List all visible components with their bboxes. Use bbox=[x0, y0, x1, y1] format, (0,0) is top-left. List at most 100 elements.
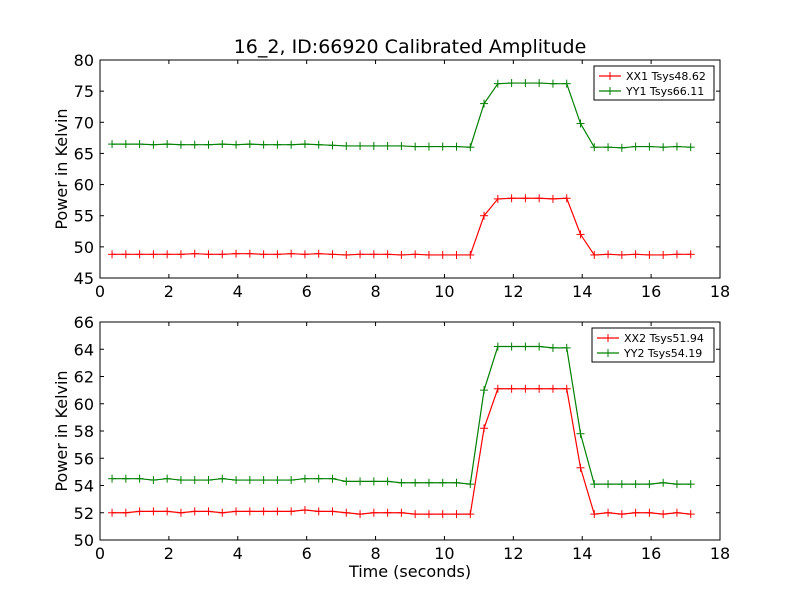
data-point bbox=[273, 507, 282, 516]
data-point bbox=[424, 510, 433, 519]
data-point bbox=[397, 508, 406, 517]
legend-box bbox=[593, 65, 715, 101]
series-yy1 bbox=[108, 79, 695, 152]
data-point bbox=[411, 510, 420, 519]
data-point bbox=[121, 474, 130, 483]
data-point bbox=[259, 476, 268, 485]
data-point bbox=[108, 508, 117, 517]
data-point bbox=[300, 250, 309, 259]
data-point bbox=[383, 250, 392, 259]
legend-item: XX2 Tsys51.94 bbox=[597, 332, 704, 345]
data-point bbox=[314, 140, 323, 149]
x-tick-label: 14 bbox=[572, 544, 592, 563]
data-point bbox=[232, 476, 241, 485]
data-point bbox=[438, 142, 447, 151]
data-point bbox=[383, 508, 392, 517]
legend-label: YY1 Tsys66.11 bbox=[625, 85, 704, 98]
data-point bbox=[480, 99, 489, 108]
data-point bbox=[411, 142, 420, 151]
y-tick-label: 70 bbox=[74, 113, 94, 132]
data-point bbox=[659, 250, 668, 259]
data-point bbox=[535, 384, 544, 393]
data-point bbox=[259, 507, 268, 516]
data-point bbox=[300, 140, 309, 149]
data-point bbox=[604, 480, 613, 489]
y-tick-label: 55 bbox=[74, 207, 94, 226]
data-point bbox=[590, 250, 599, 259]
data-point bbox=[686, 480, 695, 489]
data-point bbox=[645, 250, 654, 259]
x-tick-label: 2 bbox=[164, 544, 174, 563]
data-point bbox=[245, 249, 254, 258]
data-point bbox=[204, 140, 213, 149]
data-point bbox=[686, 510, 695, 519]
data-point bbox=[548, 343, 557, 352]
legend-item: YY1 Tsys66.11 bbox=[599, 85, 704, 98]
data-point bbox=[163, 507, 172, 516]
data-point bbox=[521, 79, 530, 88]
data-point bbox=[204, 476, 213, 485]
y-tick-label: 75 bbox=[74, 82, 94, 101]
y-tick-label: 50 bbox=[74, 531, 94, 550]
y-axis-label: Power in Kelvin bbox=[52, 370, 71, 491]
data-point bbox=[452, 250, 461, 259]
data-point bbox=[686, 250, 695, 259]
y-tick-label: 52 bbox=[74, 504, 94, 523]
data-point bbox=[438, 510, 447, 519]
data-point bbox=[424, 142, 433, 151]
data-point bbox=[356, 141, 365, 150]
y-tick-label: 60 bbox=[74, 395, 94, 414]
data-point bbox=[356, 510, 365, 519]
data-point bbox=[259, 140, 268, 149]
y-tick-label: 58 bbox=[74, 422, 94, 441]
data-point bbox=[190, 249, 199, 258]
x-tick-label: 0 bbox=[95, 282, 105, 301]
x-tick-label: 16 bbox=[641, 544, 661, 563]
y-tick-label: 66 bbox=[74, 313, 94, 332]
series-xx2 bbox=[108, 384, 695, 519]
data-point bbox=[135, 140, 144, 149]
x-tick-label: 4 bbox=[233, 282, 243, 301]
data-point bbox=[672, 142, 681, 151]
data-point bbox=[631, 250, 640, 259]
data-point bbox=[300, 474, 309, 483]
data-point bbox=[218, 250, 227, 259]
data-point bbox=[121, 250, 130, 259]
data-point bbox=[562, 384, 571, 393]
data-point bbox=[176, 140, 185, 149]
data-point bbox=[480, 211, 489, 220]
data-point bbox=[245, 140, 254, 149]
y-tick-label: 64 bbox=[74, 340, 94, 359]
data-point bbox=[493, 384, 502, 393]
x-tick-label: 12 bbox=[503, 544, 523, 563]
x-tick-label: 18 bbox=[710, 282, 730, 301]
data-point bbox=[548, 79, 557, 88]
data-point bbox=[218, 474, 227, 483]
y-tick-label: 56 bbox=[74, 449, 94, 468]
data-point bbox=[659, 510, 668, 519]
bottom-panel: 0 2 4 6 8 10 12 14 16 18 50 52 54 56 58 60 62 64 66 Power i… bbox=[52, 313, 730, 581]
series-xx1 bbox=[108, 194, 695, 259]
data-point bbox=[121, 140, 130, 149]
data-point bbox=[411, 478, 420, 487]
data-point bbox=[121, 508, 130, 517]
top-panel: 0 2 4 6 8 10 12 14 16 18 45 50 55 60 65 70 75 80 Power in … bbox=[52, 51, 730, 301]
data-point bbox=[590, 480, 599, 489]
data-point bbox=[245, 476, 254, 485]
data-point bbox=[149, 250, 158, 259]
data-point bbox=[466, 250, 475, 259]
data-point bbox=[163, 140, 172, 149]
x-tick-label: 6 bbox=[302, 544, 312, 563]
x-tick-label: 6 bbox=[302, 282, 312, 301]
data-point bbox=[507, 194, 516, 203]
data-point bbox=[369, 508, 378, 517]
data-point bbox=[535, 79, 544, 88]
data-point bbox=[576, 463, 585, 472]
y-tick-label: 65 bbox=[74, 144, 94, 163]
data-point bbox=[149, 507, 158, 516]
data-point bbox=[342, 250, 351, 259]
data-point bbox=[287, 507, 296, 516]
data-point bbox=[383, 477, 392, 486]
chart-title: 16_2, ID:66920 Calibrated Amplitude bbox=[234, 36, 587, 58]
data-point bbox=[135, 474, 144, 483]
